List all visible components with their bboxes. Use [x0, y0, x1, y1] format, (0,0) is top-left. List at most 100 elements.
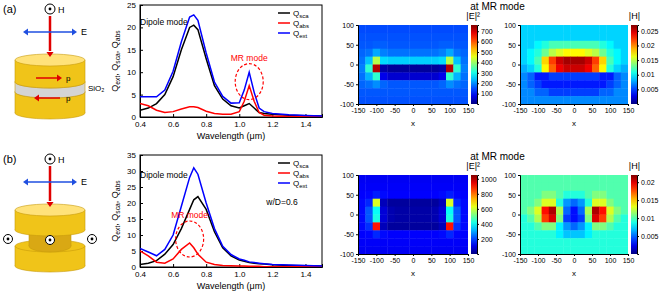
heat-cell — [358, 238, 366, 246]
heat-cell — [585, 49, 593, 57]
heat-cell — [542, 175, 550, 183]
tick: 150 — [623, 104, 635, 114]
y-axis: -100-50050100 — [340, 22, 359, 108]
heat-cell — [520, 41, 528, 49]
heat-cell — [621, 238, 628, 246]
tick-label: 50 — [589, 257, 597, 264]
tick-mark — [376, 104, 377, 106]
heat-cell — [592, 199, 600, 207]
tick: 15 — [127, 46, 143, 55]
tick-label: 50 — [508, 41, 516, 48]
heat-cell — [563, 57, 571, 65]
heat-cell — [578, 246, 586, 254]
k-arrow — [49, 166, 52, 201]
heat-cell — [453, 88, 461, 96]
heat-cell — [424, 246, 432, 254]
heat-cell — [439, 88, 447, 96]
field-symbol — [45, 4, 55, 14]
tick: 10 — [127, 68, 143, 77]
heat-cell — [614, 191, 622, 199]
text-span: sca — [114, 203, 121, 214]
heat-cell — [606, 199, 614, 207]
tick-label: 1.2 — [267, 270, 279, 279]
heat-cell — [453, 191, 461, 199]
heat-cell — [424, 72, 432, 80]
x-axis: -150-100-50050100150 — [351, 104, 474, 114]
heat-cell — [614, 80, 622, 88]
heat-cell — [395, 207, 403, 215]
tick: 0 — [412, 104, 416, 114]
heat-cell — [417, 25, 425, 33]
heat-cell — [439, 49, 447, 57]
heat-cell — [417, 88, 425, 96]
tick-label: -100 — [502, 251, 516, 258]
heat-cell — [578, 207, 586, 215]
heat-cell — [453, 49, 461, 57]
heat-cell — [424, 96, 432, 104]
heat-cell — [387, 222, 395, 230]
legend-label: Qext — [293, 179, 308, 189]
heat-cell — [431, 25, 439, 33]
heat-cell — [549, 215, 557, 223]
heat-cell — [621, 230, 628, 238]
heat-cell — [446, 183, 454, 191]
heat-cell — [563, 88, 571, 96]
tick-label: 0.8 — [201, 270, 213, 279]
heat-cell — [606, 246, 614, 254]
tick-label: 5 — [132, 91, 137, 100]
tick-mark — [356, 195, 358, 196]
heat-cell — [365, 183, 373, 191]
heat-cell — [570, 65, 578, 73]
y-axis: -100-50050100 — [502, 22, 521, 108]
legend-swatch — [278, 182, 290, 184]
axis-line — [521, 105, 629, 107]
tick-label: 200 — [481, 80, 493, 87]
heat-cell — [578, 96, 586, 104]
text-span: abs — [299, 173, 309, 179]
heat-cell — [570, 80, 578, 88]
heat-cell — [570, 72, 578, 80]
tick-label: 700 — [481, 28, 493, 35]
tick-label: 5 — [132, 247, 137, 256]
heat-cell — [461, 72, 468, 80]
tick: 200 — [477, 80, 493, 87]
heat-cell — [606, 41, 614, 49]
heat-cell — [614, 57, 622, 65]
heat-cell — [520, 246, 528, 254]
heat-map: -150-100-50050100150-100-50050100x100200… — [340, 11, 493, 128]
heat-cell — [542, 41, 550, 49]
heat-cell — [614, 238, 622, 246]
tick: 50 — [508, 191, 520, 198]
heat-cell — [380, 238, 388, 246]
heat-cell — [563, 215, 571, 223]
tick-label: 25 — [127, 183, 136, 192]
tick-mark — [356, 254, 358, 255]
tick-mark — [518, 195, 520, 196]
colorbar-axis: 0.0050.010.0150.020.025 — [637, 26, 659, 105]
tick: 15 — [127, 215, 143, 224]
heat-cell — [417, 222, 425, 230]
heat-cell — [570, 96, 578, 104]
tick-mark — [356, 84, 358, 85]
heat-cell — [431, 215, 439, 223]
legend-swatch — [278, 172, 290, 174]
tick-mark — [239, 114, 240, 117]
heat-cell — [453, 33, 461, 41]
heat-cell — [606, 57, 614, 65]
heat-cell — [592, 191, 600, 199]
heat-cell — [599, 207, 607, 215]
annotation: Dipole mode — [140, 17, 188, 27]
heat-cell — [409, 199, 417, 207]
heat-cell — [520, 207, 528, 215]
heat-cell — [549, 246, 557, 254]
heat-cell — [461, 215, 468, 223]
heat-cell — [446, 222, 454, 230]
heat-cell — [439, 207, 447, 215]
tick-label: 0.02 — [641, 179, 655, 186]
tick-label: 0.6 — [168, 120, 180, 129]
tick-mark — [468, 254, 469, 256]
text-span: sca — [114, 53, 121, 64]
heat-cell — [592, 41, 600, 49]
heat-cell — [585, 33, 593, 41]
heat-cell — [431, 238, 439, 246]
